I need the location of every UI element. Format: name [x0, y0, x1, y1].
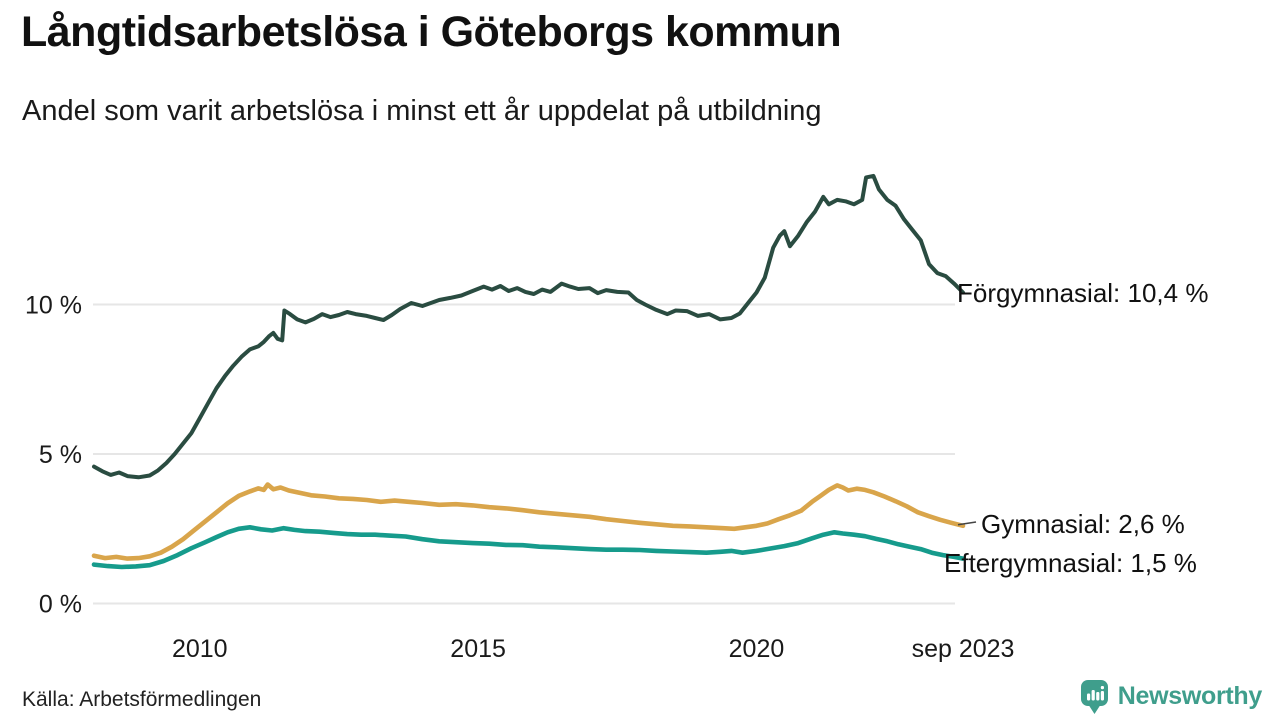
x-tick-label: sep 2023: [912, 635, 1015, 663]
newsworthy-logo-icon: [1080, 679, 1108, 714]
page-subtitle: Andel som varit arbetslösa i minst ett å…: [22, 95, 822, 127]
series-line-gymnasial: [91, 482, 966, 561]
label-connector-gymnasial: [957, 521, 977, 526]
y-tick-label: 0 %: [39, 591, 82, 619]
series-label-gymnasial: Gymnasial: 2,6 %: [981, 509, 1185, 539]
newsworthy-logo-text: Newsworthy: [1117, 681, 1263, 710]
series-label-eftergymnasial: Eftergymnasial: 1,5 %: [944, 548, 1197, 578]
source-text: Källa: Arbetsförmedlingen: [22, 688, 262, 711]
series-line-förgymnasial: [92, 173, 965, 480]
newsworthy-brand: Newsworthy: [1079, 676, 1262, 716]
y-tick-label: 5 %: [39, 441, 82, 469]
x-tick-label: 2010: [172, 635, 228, 663]
series-line-eftergymnasial: [91, 524, 966, 570]
x-tick-label: 2020: [729, 635, 785, 663]
series-label-förgymnasial: Förgymnasial: 10,4 %: [957, 278, 1208, 308]
x-tick-label: 2015: [450, 635, 506, 663]
y-tick-label: 10 %: [25, 292, 82, 320]
page-title: Långtidsarbetslösa i Göteborgs kommun: [21, 8, 842, 56]
